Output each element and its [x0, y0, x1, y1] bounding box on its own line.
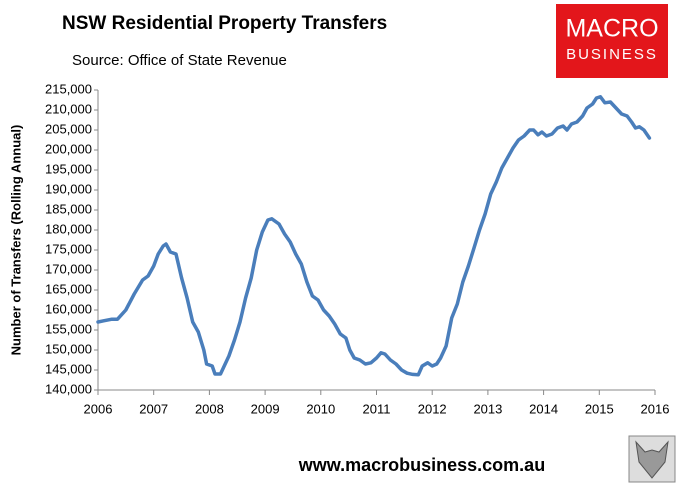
x-tick-label: 2007 — [139, 401, 168, 416]
chart-title: NSW Residential Property Transfers — [62, 13, 387, 34]
y-tick-label: 145,000 — [45, 361, 92, 376]
logo-text: MACRO — [565, 15, 658, 43]
x-tick-label: 2010 — [306, 401, 335, 416]
y-tick-label: 155,000 — [45, 321, 92, 336]
wolf-icon — [635, 440, 669, 479]
x-tick-label: 2016 — [641, 401, 670, 416]
y-tick-label: 160,000 — [45, 301, 92, 316]
x-tick-label: 2011 — [363, 401, 391, 416]
x-tick-label: 2008 — [195, 401, 224, 416]
y-tick-label: 170,000 — [45, 261, 92, 276]
footer: www.macrobusiness.com.au — [298, 455, 545, 475]
logo-text: BUSINESS — [566, 46, 658, 63]
y-tick-label: 210,000 — [45, 101, 92, 116]
y-tick-label: 180,000 — [45, 221, 92, 236]
y-tick-label: 190,000 — [45, 181, 92, 196]
data-line — [96, 95, 652, 377]
y-axis-label: Number of Transfers (Rolling Annual) — [8, 125, 23, 356]
x-tick-label: 2012 — [418, 401, 447, 416]
y-tick-label: 200,000 — [45, 141, 92, 156]
y-tick-label: 140,000 — [45, 381, 92, 396]
y-tick-label: 175,000 — [45, 241, 92, 256]
x-tick-label: 2009 — [251, 401, 280, 416]
y-tick-label: 205,000 — [45, 121, 92, 136]
logo-box — [556, 4, 668, 78]
x-tick-label: 2006 — [84, 401, 113, 416]
y-tick-label: 215,000 — [45, 81, 92, 96]
y-tick-label: 185,000 — [45, 201, 92, 216]
x-tick-label: 2015 — [585, 401, 614, 416]
y-tick-label: 195,000 — [45, 161, 92, 176]
x-tick-label: 2014 — [529, 401, 558, 416]
x-tick-label: 2013 — [473, 401, 502, 416]
y-tick-label: 165,000 — [45, 281, 92, 296]
y-tick-label: 150,000 — [45, 341, 92, 356]
chart-subtitle: Source: Office of State Revenue — [72, 52, 287, 69]
